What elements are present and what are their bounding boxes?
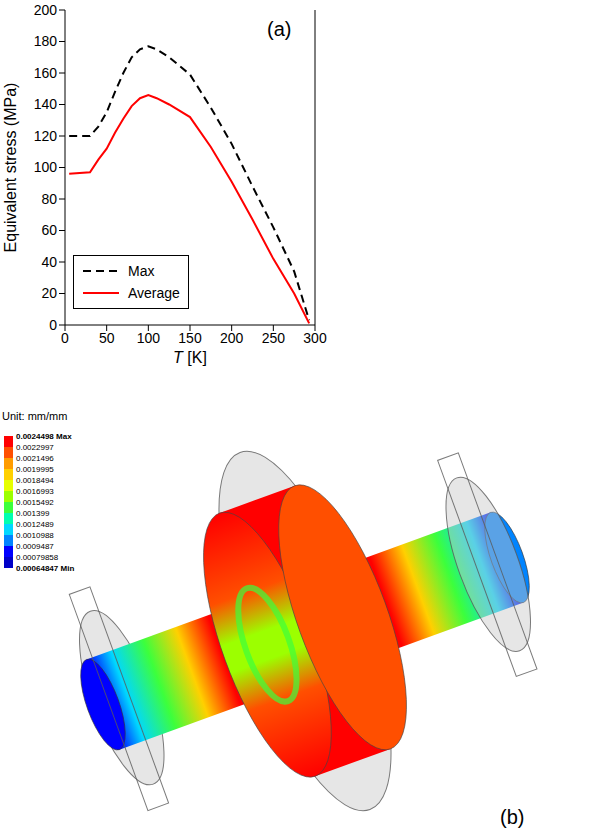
svg-text:0.0016993: 0.0016993	[16, 487, 54, 496]
svg-text:100: 100	[34, 159, 58, 175]
html-text:Average: Average	[128, 285, 180, 301]
svg-text:50: 50	[99, 330, 115, 346]
svg-text:0.0024498 Max: 0.0024498 Max	[16, 432, 72, 441]
svg-text:0.0018494: 0.0018494	[16, 476, 54, 485]
svg-text:0.00079858: 0.00079858	[16, 553, 59, 562]
svg-text:60: 60	[41, 222, 57, 238]
html-text:T [K]: T [K]	[173, 349, 207, 366]
svg-text:100: 100	[137, 330, 161, 346]
svg-text:0: 0	[61, 330, 69, 346]
svg-text:0.00064847 Min: 0.00064847 Min	[16, 564, 74, 573]
svg-text:0.0010988: 0.0010988	[16, 531, 54, 540]
svg-text:Equivalent stress (MPa): Equivalent stress (MPa)	[2, 83, 19, 253]
svg-text:0.0012489: 0.0012489	[16, 520, 54, 529]
svg-text:Unit: mm/mm: Unit: mm/mm	[2, 410, 67, 422]
svg-text:300: 300	[303, 330, 327, 346]
svg-text:250: 250	[262, 330, 286, 346]
svg-text:0.0009487: 0.0009487	[16, 542, 54, 551]
svg-text:180: 180	[34, 33, 58, 49]
html-text:Max: Max	[128, 263, 155, 279]
svg-text:200: 200	[34, 2, 58, 18]
svg-text:200: 200	[220, 330, 244, 346]
svg-text:0.0019995: 0.0019995	[16, 465, 54, 474]
svg-text:160: 160	[34, 65, 58, 81]
svg-text:150: 150	[178, 330, 202, 346]
svg-text:0.001399: 0.001399	[16, 509, 50, 518]
svg-text:0.0022997: 0.0022997	[16, 443, 54, 452]
svg-text:20: 20	[41, 285, 57, 301]
svg-text:80: 80	[41, 191, 57, 207]
svg-text:0.0021496: 0.0021496	[16, 454, 54, 463]
svg-text:120: 120	[34, 128, 58, 144]
svg-text:0: 0	[49, 317, 57, 333]
svg-text:140: 140	[34, 96, 58, 112]
svg-text:0.0015492: 0.0015492	[16, 498, 54, 507]
html-text:(a): (a)	[267, 18, 292, 40]
svg-text:40: 40	[41, 254, 57, 270]
svg-text:(b): (b)	[500, 806, 524, 828]
